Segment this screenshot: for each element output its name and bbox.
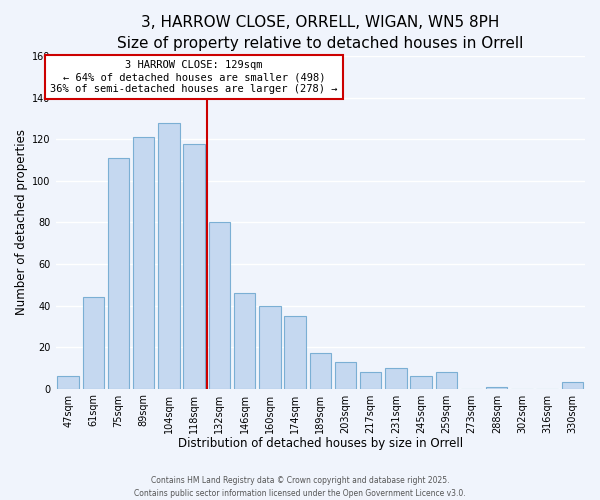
Bar [385,368,407,388]
Bar [184,144,205,388]
Bar [562,382,583,388]
Bar [133,138,154,388]
Bar [335,362,356,388]
Bar [209,222,230,388]
Bar [234,293,256,388]
Text: 3 HARROW CLOSE: 129sqm
← 64% of detached houses are smaller (498)
36% of semi-de: 3 HARROW CLOSE: 129sqm ← 64% of detached… [50,60,338,94]
Bar [259,306,281,388]
Bar [158,123,180,388]
Bar [108,158,129,388]
Bar [410,376,432,388]
Bar [83,297,104,388]
Text: Contains HM Land Registry data © Crown copyright and database right 2025.
Contai: Contains HM Land Registry data © Crown c… [134,476,466,498]
Bar [436,372,457,388]
Bar [360,372,382,388]
Bar [58,376,79,388]
Bar [486,386,508,388]
Bar [310,354,331,388]
Title: 3, HARROW CLOSE, ORRELL, WIGAN, WN5 8PH
Size of property relative to detached ho: 3, HARROW CLOSE, ORRELL, WIGAN, WN5 8PH … [117,15,523,51]
Y-axis label: Number of detached properties: Number of detached properties [15,130,28,316]
Bar [284,316,306,388]
X-axis label: Distribution of detached houses by size in Orrell: Distribution of detached houses by size … [178,437,463,450]
